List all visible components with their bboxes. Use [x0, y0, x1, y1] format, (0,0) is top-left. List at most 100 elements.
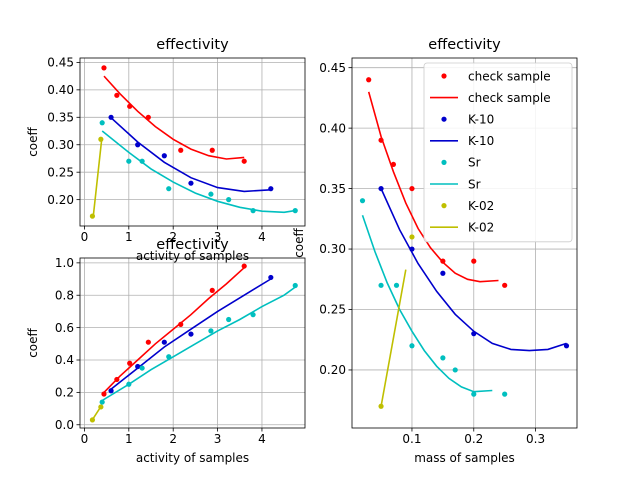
y-tick-label: 0.30 [47, 138, 74, 152]
x-tick-label: 4 [258, 230, 266, 244]
data-point [409, 234, 415, 240]
legend-label: check sample [468, 69, 551, 83]
legend-label: K-10 [468, 113, 494, 127]
data-point [393, 282, 400, 288]
data-point [292, 208, 298, 214]
data-point [114, 376, 120, 383]
data-point [268, 186, 274, 192]
x-tick-label: 0.2 [464, 432, 483, 446]
data-point [108, 114, 114, 120]
x-tick-label: 2 [169, 432, 177, 446]
legend-label: Sr [468, 156, 481, 170]
data-point [161, 153, 167, 159]
data-point [378, 282, 384, 288]
data-point [292, 282, 298, 289]
data-point [145, 114, 151, 120]
data-point [89, 417, 96, 423]
data-point [166, 354, 172, 360]
fit-line [101, 286, 296, 402]
data-point [188, 331, 194, 337]
data-point [563, 343, 570, 349]
plot-frame [79, 257, 306, 429]
data-point [208, 191, 214, 197]
y-tick-label: 0.35 [47, 110, 74, 124]
y-tick-label: 0.45 [319, 61, 346, 75]
x-tick-label: 2 [169, 230, 177, 244]
data-point [471, 331, 477, 337]
data-point [440, 258, 446, 264]
legend: check sample check sample K-10 K-10 Sr Sr K-02… [423, 62, 573, 243]
y-tick-label: 0.45 [47, 56, 74, 70]
x-axis-label: activity of samples [136, 249, 249, 263]
legend-label: K-10 [468, 134, 494, 148]
data-point [99, 399, 105, 405]
data-point [127, 360, 133, 366]
y-tick-label: 0.40 [47, 83, 74, 97]
legend-marker [441, 159, 447, 165]
data-point [226, 197, 232, 203]
plot-frame [79, 57, 306, 227]
data-point [114, 92, 120, 98]
data-point [178, 147, 184, 153]
data-point [378, 403, 384, 409]
legend-marker [441, 116, 447, 122]
data-point [166, 186, 172, 192]
data-point [378, 185, 384, 192]
x-tick-label: 0 [81, 230, 89, 244]
data-point [139, 365, 145, 371]
data-point [409, 343, 415, 349]
fit-line [367, 91, 499, 283]
data-point [209, 147, 215, 153]
legend-frame [423, 62, 573, 243]
data-point [440, 270, 446, 276]
data-point [452, 367, 458, 373]
legend-label: K-02 [468, 221, 494, 235]
y-tick-label: 0.20 [47, 193, 74, 207]
plot-right: 0.1 0.2 0.3 0.20 0.25 0.30 0.35 0.40 0.45 check … [292, 37, 578, 465]
fit-line [361, 214, 493, 393]
data-point [241, 158, 247, 164]
data-point [502, 282, 508, 288]
y-tick-label: 0.20 [319, 363, 346, 377]
data-point [390, 161, 397, 168]
data-point [209, 287, 215, 293]
y-tick-label: 1.0 [55, 256, 74, 270]
data-point [99, 120, 105, 126]
legend-label: Sr [468, 177, 481, 191]
data-point [108, 388, 114, 394]
plot-bottom-left: 0 1 2 3 4 0.0 0.2 0.4 0.6 0.8 1.0 effectivity acti… [26, 237, 306, 465]
data-point [440, 355, 446, 361]
data-point [161, 339, 167, 345]
data-point [98, 136, 104, 142]
x-axis-label: mass of samples [414, 451, 515, 465]
fit-line [380, 269, 407, 407]
data-point [135, 363, 141, 370]
plot-title: effectivity [156, 37, 229, 53]
data-point [127, 103, 133, 109]
data-point [139, 158, 145, 164]
y-axis-label: coeff [26, 327, 40, 357]
data-point [226, 316, 232, 323]
x-axis-label: activity of samples [136, 451, 249, 465]
y-tick-label: 0.40 [319, 121, 346, 135]
data-point [145, 339, 151, 345]
data-point [471, 391, 477, 397]
data-point [378, 137, 384, 143]
x-tick-label: 1 [125, 432, 133, 446]
fit-line [103, 267, 245, 393]
x-tick-label: 0.3 [526, 432, 545, 446]
x-tick-label: 1 [125, 230, 133, 244]
y-tick-label: 0.2 [55, 386, 74, 400]
x-tick-label: 3 [214, 230, 222, 244]
data-point [126, 381, 132, 387]
data-point [188, 180, 194, 186]
y-tick-label: 0.8 [55, 288, 74, 302]
data-point [208, 328, 214, 334]
data-point [366, 77, 372, 83]
fit-line [103, 75, 245, 160]
y-tick-label: 0.35 [319, 182, 346, 196]
plot-title: effectivity [428, 37, 501, 53]
data-point [98, 404, 104, 410]
fit-line [92, 139, 103, 217]
